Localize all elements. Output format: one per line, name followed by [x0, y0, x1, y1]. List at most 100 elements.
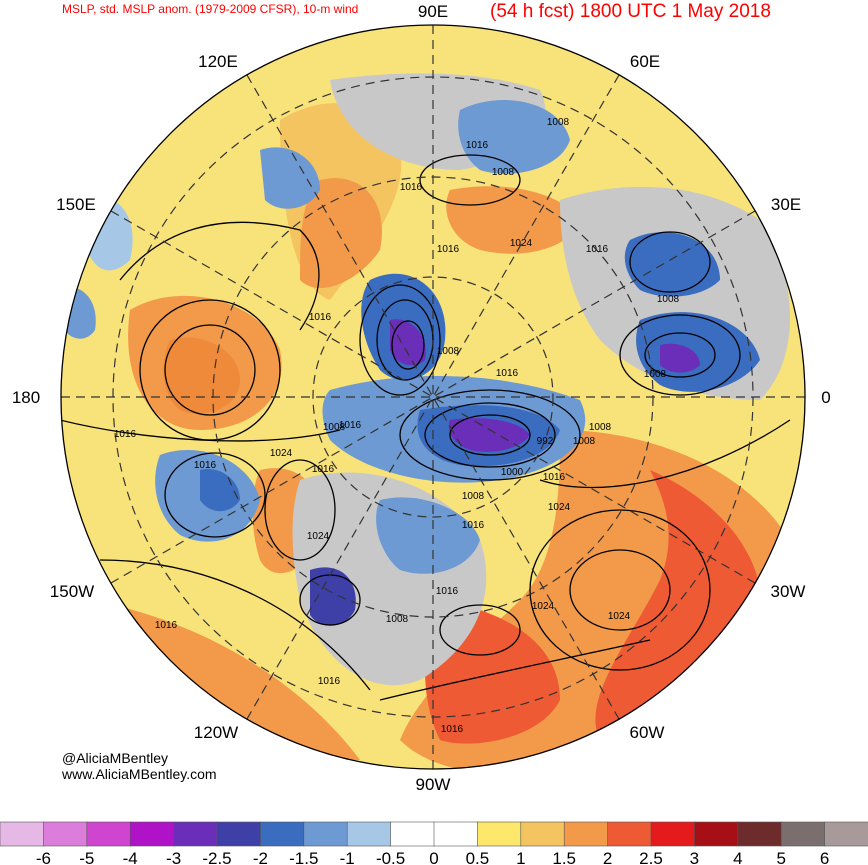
lon-label-30w: 30W: [771, 582, 806, 601]
isobar-label: 1016: [400, 182, 423, 193]
isobar-label: 1008: [644, 369, 667, 380]
map-title: MSLP, std. MSLP anom. (1979-2009 CFSR), …: [62, 2, 358, 16]
colorbar-tick-label: -5: [79, 849, 94, 865]
isobar-label: 1008: [657, 294, 680, 305]
anomaly-kara-core: [390, 319, 426, 366]
colorbar-swatch: [129, 821, 175, 847]
colorbar-tick-label: -1.5: [289, 849, 318, 865]
isobar-label: 1008: [492, 167, 515, 178]
colorbar: [0, 821, 868, 847]
colorbar-tick-label: 6: [820, 849, 829, 865]
isobar-label: 1016: [586, 244, 609, 255]
colorbar-ticks: -6 -5 -4 -3 -2.5 -2 -1.5 -1 -0.5 0 0.5 1 1.5 2 2.5 3 4 5 6: [36, 849, 829, 865]
isobar-label: 1016: [339, 420, 362, 431]
colorbar-tick-label: -2.5: [202, 849, 231, 865]
colorbar-swatch: [520, 821, 565, 847]
colorbar-swatch: [607, 821, 652, 847]
isobar-label: 1016: [155, 620, 178, 631]
isobar-label: 1024: [548, 502, 571, 513]
anomaly-bering-core: [200, 469, 240, 512]
colorbar-tick-label: 2.5: [639, 849, 663, 865]
colorbar-swatch: [86, 821, 132, 847]
colorbar-tick-label: -6: [36, 849, 51, 865]
colorbar-swatch: [694, 821, 739, 847]
lon-label-90e: 90E: [418, 2, 448, 21]
isobar-label: 1008: [589, 422, 612, 433]
forecast-time: (54 h fcst) 1800 UTC 1 May 2018: [490, 1, 771, 22]
isobar-label: 1008: [386, 614, 409, 625]
isobar-label: 1024: [307, 531, 330, 542]
colorbar-swatch: [260, 821, 305, 847]
isobar-label: 1008: [323, 422, 346, 433]
isobar-label: 1016: [309, 312, 332, 323]
colorbar-tick-label: 1: [516, 849, 525, 865]
lon-label-150e: 150E: [56, 195, 96, 214]
map-disc: [61, 25, 805, 769]
isobar-label: 1024: [532, 601, 555, 612]
isobar-label: 1016: [462, 520, 485, 531]
colorbar-swatch: [390, 821, 435, 847]
colorbar-swatch: [477, 821, 522, 847]
colorbar-swatch: [303, 821, 348, 847]
isobar-label: 1008: [437, 346, 460, 357]
isobar-labels: 1008101610081016102410161016100810161008…: [114, 117, 680, 735]
isobar-label: 1024: [270, 448, 293, 459]
lon-label-0: 0: [821, 388, 830, 407]
isobar-label: 1024: [608, 611, 631, 622]
colorbar-swatch: [824, 821, 868, 847]
graticule: [61, 25, 805, 769]
anomaly-arctic-purple: [448, 418, 530, 452]
credit-handle: @AliciaMBentley: [62, 750, 168, 766]
isobar-label: 1016: [436, 586, 459, 597]
lon-label-30e: 30E: [771, 195, 801, 214]
isobar-label: 1000: [501, 467, 524, 478]
isobar-label: 1016: [114, 429, 137, 440]
colorbar-tick-label: 1.5: [552, 849, 576, 865]
colorbar-swatch: [216, 821, 262, 847]
isobar-label: 1016: [466, 140, 489, 151]
colorbar-tick-label: 2: [603, 849, 612, 865]
colorbar-tick-label: 5: [776, 849, 785, 865]
colorbar-tick-label: -0.5: [376, 849, 405, 865]
lon-label-90w: 90W: [416, 775, 451, 794]
colorbar-swatch: [173, 821, 218, 847]
isobar-label: 1016: [194, 460, 217, 471]
isobar-label: 992: [537, 436, 554, 447]
isobar-label: 1008: [462, 491, 485, 502]
colorbar-tick-label: 4: [733, 849, 742, 865]
colorbar-swatch: [780, 821, 826, 847]
colorbar-swatch: [650, 821, 696, 847]
colorbar-tick-label: 3: [690, 849, 699, 865]
colorbar-swatch: [43, 821, 88, 847]
lon-label-120w: 120W: [194, 723, 238, 742]
lon-label-150w: 150W: [50, 582, 94, 601]
isobar-label: 1016: [496, 368, 519, 379]
colorbar-tick-label: 0: [429, 849, 438, 865]
anomaly-rockies: [310, 567, 356, 626]
anomaly-japan: [260, 147, 320, 209]
isobar-label: 1016: [437, 244, 460, 255]
colorbar-tick-label: -4: [123, 849, 138, 865]
anomaly-europe-orange: [446, 186, 580, 254]
anomaly-siberia: [300, 178, 382, 289]
anomaly-pacific-core: [163, 337, 240, 414]
colorbar-tick-label: 0.5: [466, 849, 490, 865]
lon-label-60w: 60W: [630, 723, 665, 742]
anomaly-barents: [458, 100, 570, 174]
colorbar-tick-label: -3: [166, 849, 181, 865]
colorbar-tick-label: -2: [253, 849, 268, 865]
colorbar-swatch: [346, 821, 392, 847]
lon-label-180: 180: [12, 388, 40, 407]
colorbar-swatch: [0, 821, 45, 847]
isobar-label: 1008: [547, 117, 570, 128]
isobar-label: 1024: [510, 238, 533, 249]
colorbar-swatch: [737, 821, 782, 847]
isobar-label: 1016: [543, 472, 566, 483]
anomaly-europe-core: [660, 343, 700, 373]
map-border: [60, 24, 806, 770]
isobar-label: 1016: [318, 676, 341, 687]
anomaly-scandinavia: [624, 232, 720, 297]
colorbar-tick-label: -1: [340, 849, 355, 865]
credit-website: www.AliciaMBentley.com: [61, 766, 217, 782]
